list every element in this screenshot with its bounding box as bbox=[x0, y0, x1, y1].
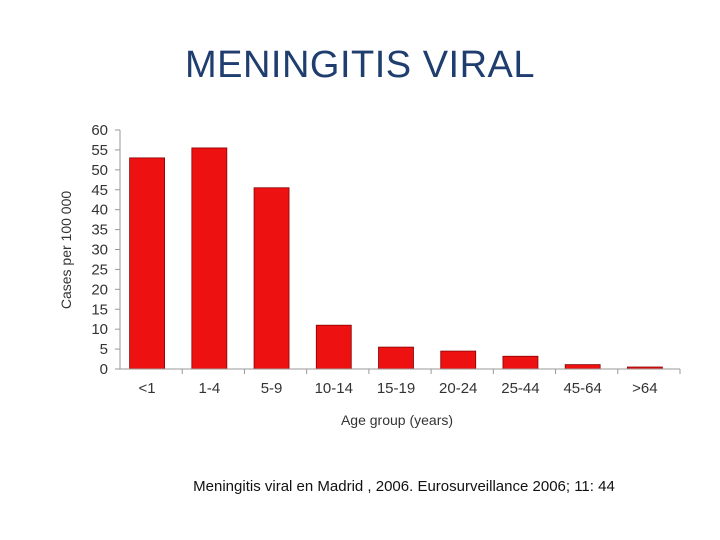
bar bbox=[502, 355, 539, 370]
bar bbox=[378, 346, 414, 370]
x-tick-label: 5-9 bbox=[261, 380, 283, 397]
y-tick-label: 0 bbox=[100, 361, 108, 378]
bar bbox=[440, 350, 477, 370]
x-axis-label: Age group (years) bbox=[341, 412, 453, 428]
y-axis-label: Cases per 100 000 bbox=[58, 191, 74, 310]
bar bbox=[191, 147, 228, 370]
y-tick-label: 30 bbox=[91, 242, 108, 259]
y-tick-label: 55 bbox=[91, 142, 108, 159]
bar bbox=[315, 324, 352, 370]
y-tick-label: 45 bbox=[91, 182, 108, 199]
x-tick-label: <1 bbox=[139, 380, 156, 397]
x-tick-label: 20-24 bbox=[439, 380, 477, 397]
x-tick-label: >64 bbox=[632, 380, 657, 397]
y-axis-ticks: 0 5 10 15 20 25 30 35 40 45 50 55 60 bbox=[91, 122, 120, 378]
x-tick-label: 10-14 bbox=[315, 380, 353, 397]
y-tick-label: 20 bbox=[91, 281, 108, 298]
y-tick-label: 5 bbox=[100, 341, 108, 358]
y-tick-label: 10 bbox=[91, 321, 108, 338]
y-tick-label: 25 bbox=[91, 261, 108, 278]
bar bbox=[129, 157, 166, 370]
x-tick-label: 1-4 bbox=[198, 380, 220, 397]
y-tick-label: 15 bbox=[91, 301, 108, 318]
x-tick-label: 25-44 bbox=[501, 380, 539, 397]
bar bbox=[253, 187, 290, 370]
x-axis-ticks: <1 1-4 5-9 10-14 15-19 20-24 25-44 45-64 >64 bbox=[139, 369, 681, 397]
y-tick-label: 35 bbox=[91, 222, 108, 239]
y-tick-label: 40 bbox=[91, 202, 108, 219]
bar bbox=[564, 364, 601, 370]
x-tick-label: 15-19 bbox=[377, 380, 415, 397]
y-tick-label: 60 bbox=[91, 122, 108, 139]
slide-title: MENINGITIS VIRAL bbox=[184, 44, 536, 86]
y-tick-label: 50 bbox=[91, 162, 108, 179]
x-tick-label: 45-64 bbox=[563, 380, 601, 397]
source-caption: Meningitis viral en Madrid , 2006. Euros… bbox=[193, 478, 615, 495]
bars bbox=[129, 147, 663, 370]
